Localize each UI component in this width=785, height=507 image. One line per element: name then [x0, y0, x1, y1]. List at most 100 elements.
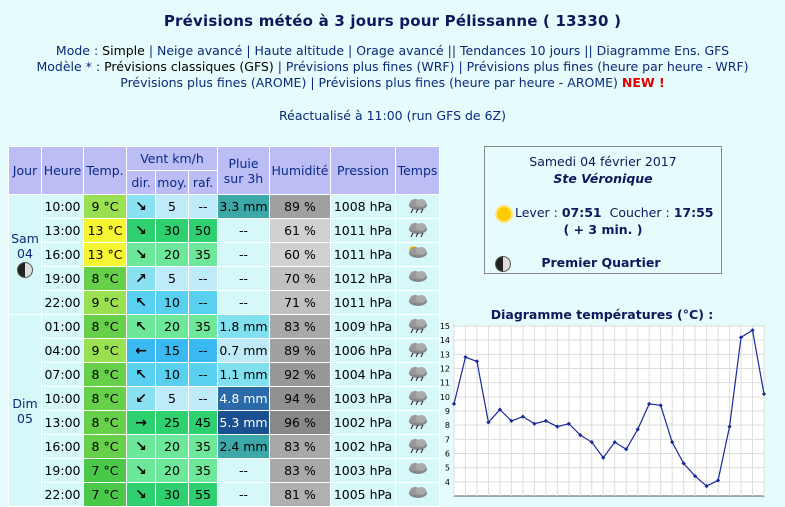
rain-cell: 1.1 mm — [217, 362, 270, 387]
col-raf: raf. — [188, 170, 218, 195]
model-wrf-hourly[interactable]: Prévisions plus fines (heure par heure -… — [466, 59, 749, 74]
wind-gust-cell: -- — [188, 290, 218, 315]
wind-dir-icon: ↗ — [126, 266, 156, 291]
cloud-icon — [406, 271, 430, 288]
hour-cell: 16:00 — [41, 434, 84, 459]
col-vent: Vent km/h — [126, 146, 218, 171]
col-pluie: Pluie sur 3h — [217, 146, 270, 195]
hour-cell: 10:00 — [41, 386, 84, 411]
rain-cell: 3.3 mm — [217, 194, 270, 219]
moon-first-quarter-icon — [495, 255, 511, 272]
mode-neige[interactable]: Neige avancé — [157, 43, 243, 58]
weather-icon-cell — [395, 362, 440, 387]
mode-simple[interactable]: Simple — [102, 43, 145, 58]
mode-label: Mode : — [55, 43, 99, 58]
wind-dir-icon: ↘ — [126, 434, 156, 459]
model-arome-hourly[interactable]: Prévisions plus fines (heure par heure -… — [318, 75, 618, 90]
data-point — [486, 420, 491, 425]
model-gfs[interactable]: Prévisions classiques (GFS) — [104, 59, 274, 74]
weather-icon-cell — [395, 194, 440, 219]
weather-icon-cell — [395, 386, 440, 411]
hour-cell: 10:00 — [41, 194, 84, 219]
temp-cell: 7 °C — [83, 482, 127, 507]
hour-cell: 19:00 — [41, 266, 84, 291]
col-dir: dir. — [126, 170, 156, 195]
moon-first-quarter-icon — [17, 261, 33, 278]
data-point — [578, 432, 583, 438]
rain-cell: -- — [217, 218, 270, 243]
col-jour: Jour — [8, 146, 42, 195]
y-tick-label: 9 — [445, 407, 450, 416]
rain-cell: 0.7 mm — [217, 338, 270, 363]
wind-avg-cell: 20 — [155, 242, 189, 267]
model-arome[interactable]: Prévisions plus fines (AROME) — [120, 75, 307, 90]
weather-icon-cell — [395, 218, 440, 243]
model-wrf[interactable]: Prévisions plus fines (WRF) — [285, 59, 455, 74]
humidity-cell: 71 % — [269, 290, 331, 315]
wind-gust-cell: 35 — [188, 434, 218, 459]
wind-avg-cell: 15 — [155, 338, 189, 363]
hour-cell: 19:00 — [41, 458, 84, 483]
table-row: 16:00 13 °C ↘ 20 35 -- 60 % 1011 hPa — [9, 242, 440, 267]
humidity-cell: 83 % — [269, 458, 331, 483]
data-point — [555, 424, 560, 429]
temp-cell: 13 °C — [83, 218, 127, 243]
moon-phase: Premier Quartier — [495, 255, 661, 272]
rain-cell: 4.8 mm — [217, 386, 270, 411]
wind-gust-cell: 35 — [188, 242, 218, 267]
wind-dir-icon: ← — [126, 338, 156, 363]
hour-cell: 16:00 — [41, 242, 84, 267]
wind-avg-cell: 20 — [155, 458, 189, 483]
rain-cell: -- — [217, 458, 270, 483]
pressure-cell: 1002 hPa — [330, 434, 396, 459]
table-row: Sam 04 10:00 9 °C ↘ 5 -- 3.3 mm 89 % 1008 hPa — [8, 194, 440, 315]
wind-avg-cell: 20 — [155, 434, 189, 459]
wind-dir-icon: ↘ — [126, 218, 156, 243]
y-tick-label: 7 — [445, 435, 450, 444]
ephemeris-box: Samedi 04 février 2017 Ste Véronique Lev… — [484, 146, 722, 274]
wind-dir-icon: ↘ — [126, 458, 156, 483]
wind-dir-icon: → — [126, 410, 156, 435]
temp-cell: 8 °C — [83, 434, 127, 459]
wind-avg-cell: 5 — [155, 266, 189, 291]
wind-dir-icon: ↖ — [126, 290, 156, 315]
pressure-cell: 1008 hPa — [330, 194, 396, 219]
mode-haute-altitude[interactable]: Haute altitude — [254, 43, 345, 58]
wind-avg-cell: 20 — [155, 314, 189, 339]
temp-cell: 9 °C — [83, 338, 127, 363]
rain-cell: 5.3 mm — [217, 410, 270, 435]
y-tick-label: 14 — [440, 336, 450, 345]
temp-cell: 9 °C — [83, 290, 127, 315]
wind-gust-cell: 35 — [188, 458, 218, 483]
wind-gust-cell: 50 — [188, 218, 218, 243]
col-humidite: Humidité — [269, 146, 331, 195]
day-cell-sam: Sam 04 — [8, 194, 42, 315]
wind-avg-cell: 30 — [155, 218, 189, 243]
data-point — [704, 483, 709, 489]
weather-icon-cell — [395, 314, 440, 339]
rain-cloud-icon — [406, 367, 430, 384]
col-moy: moy. — [155, 170, 189, 195]
table-row: 19:00 8 °C ↗ 5 -- -- 70 % 1012 hPa — [9, 266, 440, 291]
wind-dir-icon: ↘ — [126, 194, 156, 219]
model-nav: Modèle * : Prévisions classiques (GFS) |… — [36, 59, 749, 74]
pressure-cell: 1011 hPa — [330, 290, 396, 315]
mode-orage[interactable]: Orage avancé — [356, 43, 444, 58]
mode-diagramme[interactable]: Diagramme Ens. GFS — [596, 43, 730, 58]
sun-icon — [497, 206, 511, 221]
table-row: 16:00 8 °C ↘ 20 35 2.4 mm 83 % 1002 hPa — [9, 434, 440, 459]
cloud-icon — [406, 295, 430, 312]
sunset-time: 17:55 — [673, 205, 714, 220]
wind-avg-cell: 30 — [155, 482, 189, 507]
cloud-icon — [406, 487, 430, 504]
rain-cell: 1.8 mm — [217, 314, 270, 339]
humidity-cell: 83 % — [269, 314, 331, 339]
rain-cell: -- — [217, 290, 270, 315]
wind-gust-cell: -- — [188, 386, 218, 411]
table-row: 10:00 8 °C ↙ 5 -- 4.8 mm 94 % 1003 hPa — [9, 386, 440, 411]
wind-gust-cell: -- — [188, 266, 218, 291]
temp-cell: 8 °C — [83, 362, 127, 387]
mode-tendances[interactable]: Tendances 10 jours — [460, 43, 581, 58]
wind-avg-cell: 25 — [155, 410, 189, 435]
y-tick-label: 11 — [440, 379, 450, 388]
